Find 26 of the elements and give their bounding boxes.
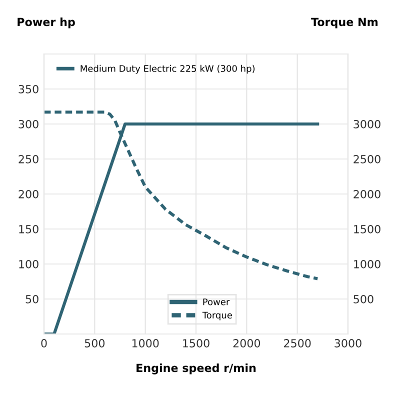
x-tick-label: 2000 [233,339,260,348]
y-tick-label: 350 [18,84,38,94]
x-tick-label: 1000 [132,339,159,348]
y-tick-label: 150 [19,224,38,234]
y2-tick-label: 1500 [354,224,380,234]
legend-label: Torque [202,312,232,320]
annotation: Medium Duty Electric 225 kW (300 hp) [80,64,255,74]
y2-tick-label: 500 [354,294,374,304]
y2-tick-label: 3000 [354,120,380,128]
legend-label: Power [203,298,230,306]
x-tick-label: 3000 [334,339,362,348]
y-tick-label: 200 [18,190,38,198]
y-axis-title: Power hp [18,18,75,28]
y2-tick-label: 2000 [354,190,380,198]
y2-tick-label: 1000 [354,260,380,268]
x-axis-title: Engine speed r/min [136,364,256,374]
y2-tick-label: 2500 [354,154,380,164]
y-tick-label: 100 [19,260,38,268]
y2-axis-title: Torque Nm [311,18,378,28]
x-tick-label: 500 [84,339,105,348]
y-tick-label: 300 [18,120,38,128]
x-tick-label: 0 [41,339,47,348]
x-tick-label: 2500 [284,339,311,348]
y-tick-label: 50 [26,294,38,304]
y-tick-label: 250 [18,154,38,164]
x-tick-label: 1500 [183,339,210,348]
